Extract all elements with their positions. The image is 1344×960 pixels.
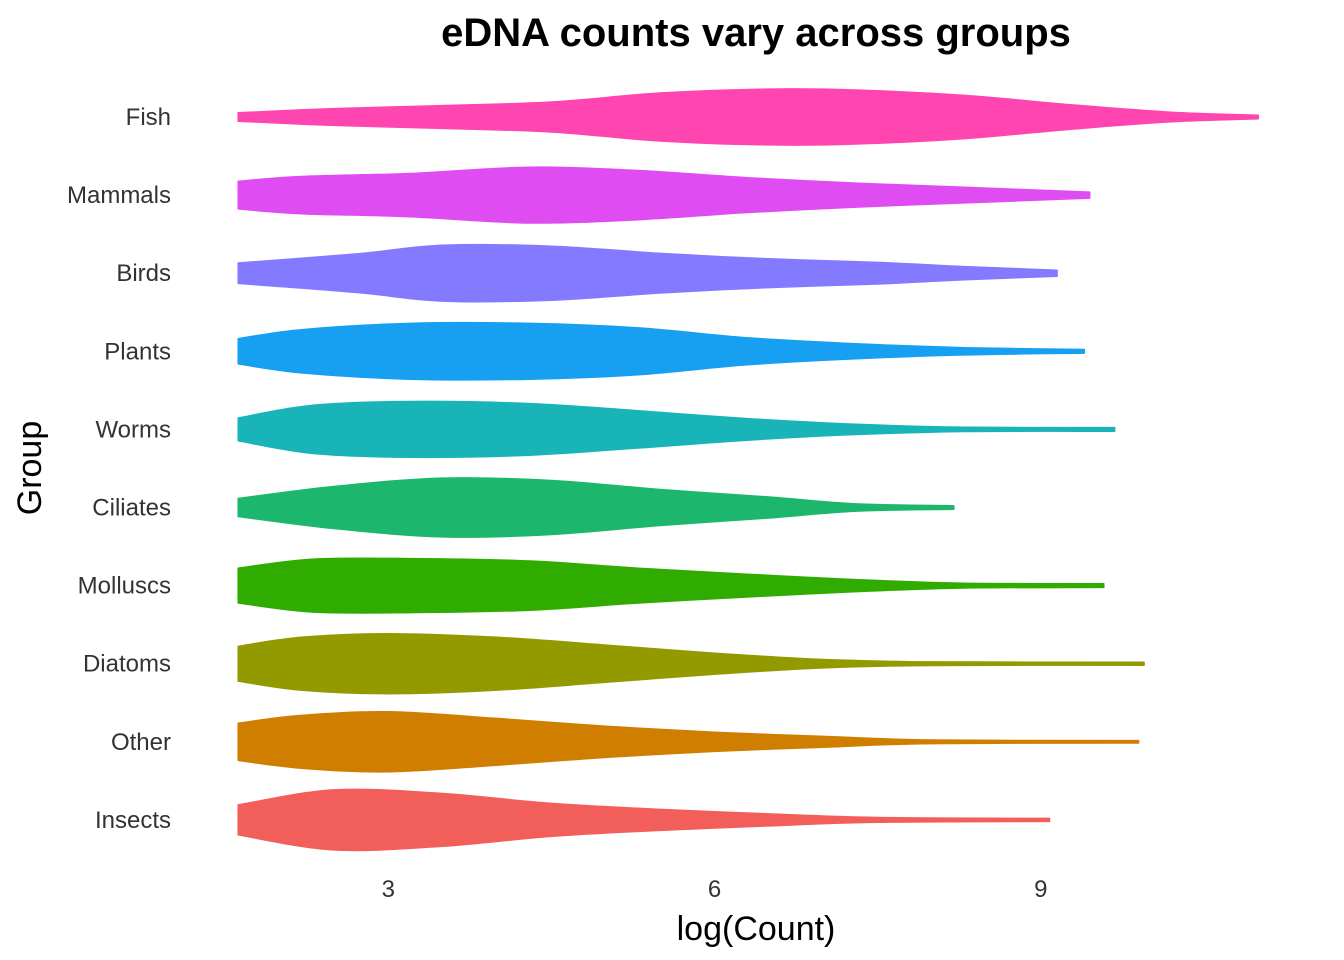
violin-worms	[237, 400, 1116, 459]
y-axis-title: Group	[11, 421, 49, 516]
chart-title: eDNA counts vary across groups	[441, 11, 1071, 55]
y-tick-label-mammals: Mammals	[67, 182, 171, 209]
y-tick-label-ciliates: Ciliates	[92, 495, 171, 522]
y-tick-label-insects: Insects	[95, 807, 171, 834]
violin-fish	[237, 88, 1260, 146]
y-tick-label-worms: Worms	[95, 416, 171, 443]
x-tick-label: 3	[382, 876, 395, 903]
x-tick-label: 9	[1034, 876, 1047, 903]
violin-molluscs	[237, 557, 1105, 614]
violins	[237, 88, 1260, 852]
violin-birds	[237, 243, 1058, 303]
violin-plants	[237, 321, 1086, 381]
y-tick-labels: Fish Mammals Birds Plants Worms Ciliates Mollu…	[67, 104, 171, 834]
y-tick-label-plants: Plants	[104, 338, 171, 365]
violin-insects	[237, 788, 1051, 852]
x-tick-labels: 3 6 9	[382, 876, 1048, 903]
violin-other	[237, 710, 1140, 773]
x-tick-label: 6	[708, 876, 721, 903]
x-axis-title: log(Count)	[677, 910, 836, 948]
y-tick-label-diatoms: Diatoms	[83, 651, 171, 678]
y-tick-label-other: Other	[111, 729, 171, 756]
y-tick-label-fish: Fish	[126, 104, 171, 131]
violin-ciliates	[237, 477, 955, 538]
y-tick-label-molluscs: Molluscs	[78, 573, 171, 600]
violin-mammals	[237, 166, 1091, 224]
y-tick-label-birds: Birds	[116, 260, 171, 287]
violin-diatoms	[237, 632, 1145, 695]
